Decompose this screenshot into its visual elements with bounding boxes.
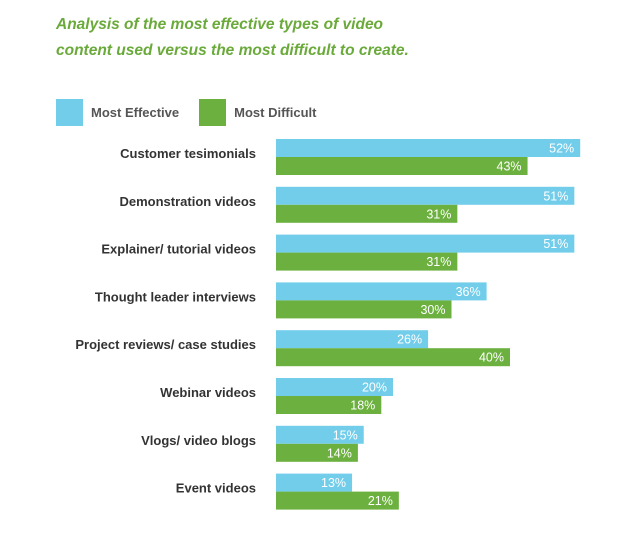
data-label-most-effective-webinar-videos: 20%	[362, 381, 387, 395]
data-label-most-effective-customer-tesimonials: 52%	[549, 142, 574, 156]
bar-most-effective-customer-tesimonials	[276, 139, 581, 157]
data-label-most-difficult-demonstration-videos: 31%	[426, 207, 451, 221]
category-label-project-reviews-case-studies: Project reviews/ case studies	[75, 337, 256, 352]
bar-most-difficult-customer-tesimonials	[276, 157, 528, 175]
bar-most-effective-vlogs-video-blogs	[276, 425, 364, 444]
bar-most-difficult-explainer-tutorial-videos	[276, 252, 458, 271]
data-label-most-effective-vlogs-video-blogs: 15%	[333, 428, 358, 442]
bar-most-difficult-thought-leader-interviews	[276, 300, 452, 319]
category-label-webinar-videos: Webinar videos	[160, 385, 256, 400]
legend-label-most-effective: Most Effective	[91, 104, 180, 120]
data-label-most-difficult-event-videos: 21%	[368, 494, 393, 508]
bar-most-effective-webinar-videos	[276, 378, 393, 396]
legend-swatch-most-effective	[56, 98, 83, 126]
bar-most-difficult-project-reviews-case-studies	[276, 348, 510, 367]
chart-title: Analysis of the most effective types of …	[56, 12, 456, 64]
data-label-most-effective-explainer-tutorial-videos: 51%	[543, 237, 568, 251]
category-label-thought-leader-interviews: Thought leader interviews	[95, 289, 256, 304]
data-label-most-difficult-explainer-tutorial-videos: 31%	[426, 255, 451, 269]
category-label-customer-tesimonials: Customer tesimonials	[120, 146, 256, 161]
category-label-event-videos: Event videos	[176, 481, 256, 496]
bar-most-difficult-vlogs-video-blogs	[276, 443, 358, 462]
bar-most-effective-demonstration-videos	[276, 186, 575, 205]
data-label-most-effective-event-videos: 13%	[321, 476, 346, 490]
data-label-most-difficult-project-reviews-case-studies: 40%	[479, 351, 504, 365]
data-label-most-effective-thought-leader-interviews: 36%	[456, 285, 481, 299]
legend: Most Effective Most Difficult	[56, 98, 336, 126]
bar-most-difficult-webinar-videos	[276, 396, 382, 414]
legend-label-most-difficult: Most Difficult	[234, 104, 317, 120]
data-label-most-effective-project-reviews-case-studies: 26%	[397, 333, 422, 347]
bar-most-effective-project-reviews-case-studies	[276, 330, 429, 349]
chart-title-line-2: content used versus the most difficult t…	[56, 42, 409, 59]
bar-most-effective-thought-leader-interviews	[276, 282, 487, 301]
bar-most-effective-event-videos	[276, 473, 353, 492]
chart-title-line-1: Analysis of the most effective types of …	[56, 16, 384, 33]
legend-item-most-difficult: Most Difficult	[199, 98, 317, 126]
data-label-most-effective-demonstration-videos: 51%	[543, 189, 568, 203]
data-label-most-difficult-customer-tesimonials: 43%	[497, 160, 522, 174]
bar-most-effective-explainer-tutorial-videos	[276, 234, 575, 253]
data-label-most-difficult-vlogs-video-blogs: 14%	[327, 446, 352, 460]
data-label-most-difficult-thought-leader-interviews: 30%	[420, 303, 445, 317]
bar-most-difficult-demonstration-videos	[276, 204, 458, 223]
category-label-vlogs-video-blogs: Vlogs/ video blogs	[141, 433, 256, 448]
legend-swatch-most-difficult	[199, 98, 227, 126]
category-label-explainer-tutorial-videos: Explainer/ tutorial videos	[101, 242, 256, 257]
category-label-demonstration-videos: Demonstration videos	[119, 194, 256, 209]
legend-item-most-effective: Most Effective	[56, 98, 180, 126]
bar-most-difficult-event-videos	[276, 491, 399, 510]
data-label-most-difficult-webinar-videos: 18%	[350, 399, 375, 413]
